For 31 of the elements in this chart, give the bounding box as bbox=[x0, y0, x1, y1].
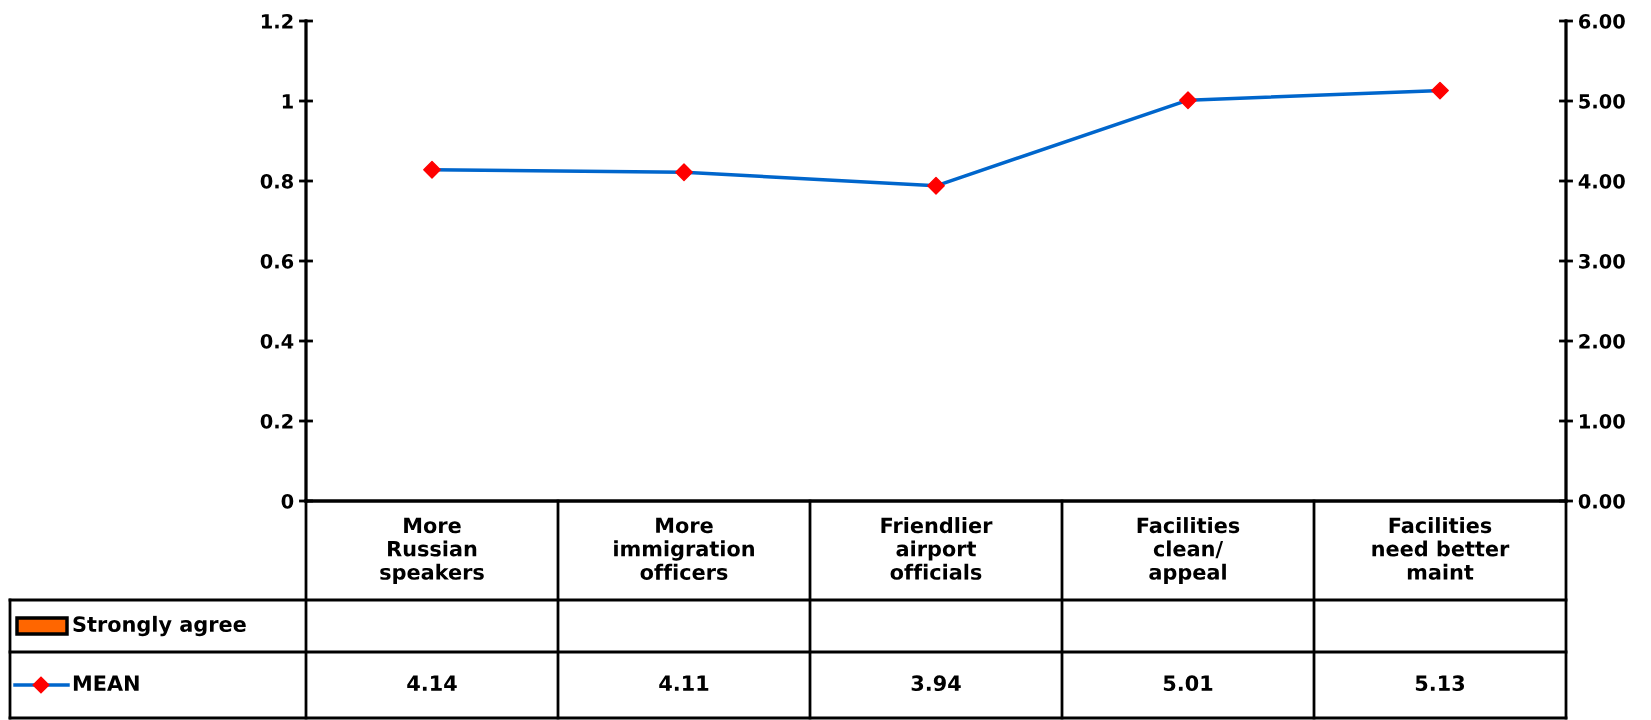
y2-tick-label: 6.00 bbox=[1579, 13, 1625, 29]
data-label: 4.14 bbox=[407, 675, 457, 691]
data-label: 4.11 bbox=[659, 675, 709, 691]
y-tick-label: 0.4 bbox=[260, 333, 294, 349]
y-tick-label: 0.6 bbox=[260, 253, 294, 269]
y2-tick-label: 5.00 bbox=[1579, 93, 1625, 109]
y-tick-label: 1 bbox=[282, 94, 293, 109]
data-label: 3.94 bbox=[911, 675, 961, 692]
point bbox=[1179, 91, 1197, 110]
y-tick-label: 0.2 bbox=[260, 413, 293, 429]
point bbox=[1431, 81, 1449, 100]
point bbox=[927, 176, 945, 195]
y2-tick-label: 2.00 bbox=[1579, 333, 1625, 349]
x-tick-label: Facilities need better maint bbox=[1372, 517, 1510, 580]
legend-label: Strongly agree bbox=[73, 615, 246, 637]
legend-label: MEAN bbox=[73, 675, 139, 691]
y2-tick-label: 3.00 bbox=[1579, 253, 1625, 269]
point bbox=[675, 163, 693, 182]
x-tick-label: Facilities clean/ appeal bbox=[1137, 517, 1240, 584]
x-tick-label: More immigration officers bbox=[614, 517, 754, 580]
y-tick-label: 1.2 bbox=[261, 13, 293, 29]
x-tick-label: Friendlier airport officials bbox=[881, 517, 993, 580]
x-tick-label: More Russian speakers bbox=[380, 517, 484, 584]
point bbox=[423, 160, 441, 179]
data-label: 5.01 bbox=[1163, 675, 1213, 692]
data-label: 5.13 bbox=[1415, 675, 1465, 692]
y-tick-label: 0.8 bbox=[260, 173, 293, 189]
y2-tick-label: 1.00 bbox=[1580, 413, 1625, 429]
y-tick-label: 0 bbox=[281, 493, 294, 509]
y2-tick-label: 4.00 bbox=[1578, 173, 1625, 189]
y2-tick-label: 0.00 bbox=[1578, 493, 1625, 509]
